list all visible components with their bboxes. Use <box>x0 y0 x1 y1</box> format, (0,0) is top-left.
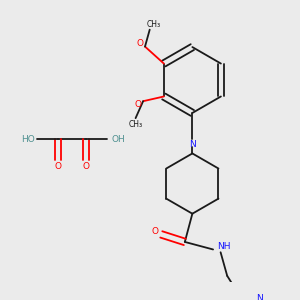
Text: CH₃: CH₃ <box>128 120 142 129</box>
Text: O: O <box>135 100 142 109</box>
Text: CH₃: CH₃ <box>146 20 161 28</box>
Text: O: O <box>82 162 89 171</box>
Text: HO: HO <box>21 135 34 144</box>
Text: OH: OH <box>111 135 125 144</box>
Text: NH: NH <box>218 242 231 251</box>
Text: O: O <box>151 227 158 236</box>
Text: N: N <box>189 140 196 148</box>
Text: O: O <box>137 39 144 48</box>
Text: O: O <box>54 162 61 171</box>
Text: N: N <box>256 294 263 300</box>
